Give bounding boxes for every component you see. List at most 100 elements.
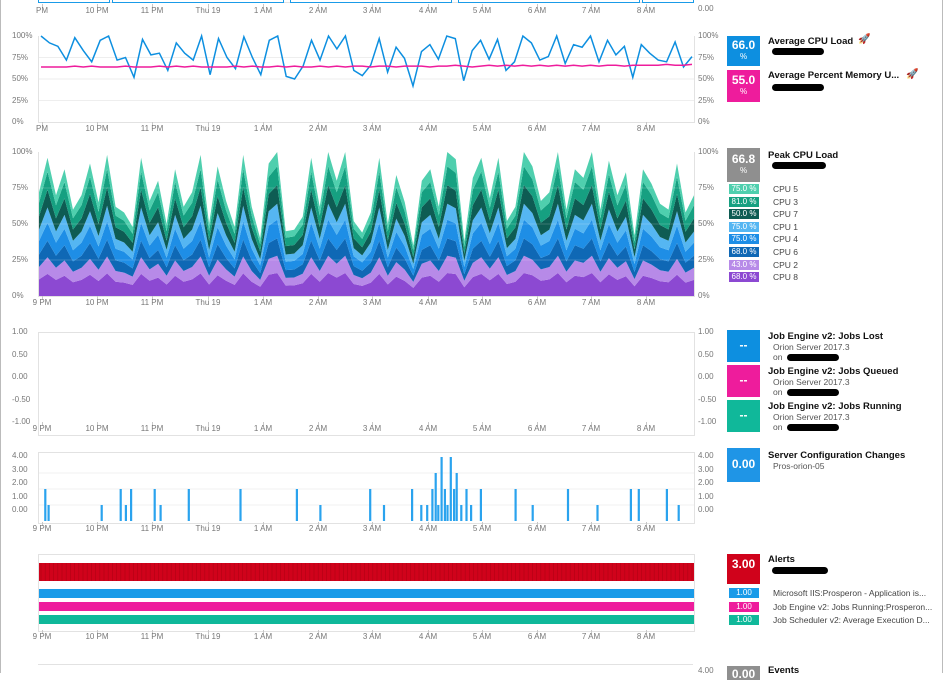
legend-series-name[interactable]: CPU 3 [773,196,799,207]
x-axis-label: Thu 19 [195,524,221,533]
x-axis-label: 8 AM [636,298,656,307]
legend-value-chip[interactable]: 81.0 % [729,196,759,207]
events-plot-edge [38,664,693,665]
y-axis-label: 2.00 [12,478,28,487]
config-change-bar [187,489,190,521]
cpu-memory-plot[interactable] [38,33,695,123]
job-metric-tile[interactable]: -- [727,365,760,397]
x-axis-tick [482,522,483,526]
x-axis-tick [428,522,429,526]
legend-series-name[interactable]: CPU 7 [773,209,799,220]
x-axis-tick [97,522,98,526]
x-axis-tick [646,122,647,126]
x-axis-tick [372,4,373,8]
legend-series-name[interactable]: CPU 8 [773,272,799,283]
x-axis-label: 2 AM [308,632,328,641]
config-change-bar [437,505,440,521]
x-axis-tick [42,630,43,634]
config-changes-title[interactable]: Server Configuration Changes [768,450,906,461]
y-axis-label: 50% [698,74,715,83]
x-axis-label: 2 AM [308,524,328,533]
x-axis-label: 4 AM [418,632,438,641]
cpu-memory-svg [39,33,694,101]
legend-series-name[interactable]: CPU 1 [773,221,799,232]
y-axis-right-label: 4.00 [698,666,714,675]
x-axis-tick [537,422,538,426]
x-axis-label: 4 AM [418,424,438,433]
alert-legend-chip[interactable]: 1.00 [729,601,759,612]
x-axis-tick [208,4,209,8]
area-cpu-7 [39,185,694,264]
job-metric-tile[interactable]: -- [727,330,760,362]
job-metric-value: -- [739,338,748,352]
cpu-load-tile[interactable]: 66.0 % [727,36,760,66]
y-axis-label: 3.00 [698,464,714,474]
alerts-tile[interactable]: 3.00 [727,554,760,584]
config-changes-node[interactable]: Pros-orion-05 [773,461,825,471]
cpu-load-title[interactable]: Average CPU Load [768,36,854,47]
x-axis-label: Thu 19 [195,632,221,641]
x-axis-tick [591,422,592,426]
alert-legend-chip[interactable]: 1.00 [729,615,759,625]
legend-value-chip[interactable]: 68.0 % [729,247,759,257]
alert-legend-name[interactable]: Job Scheduler v2: Average Execution D... [773,615,930,625]
x-axis-tick [152,422,153,426]
x-axis-tick [428,4,429,8]
legend-series-name[interactable]: CPU 2 [773,259,799,270]
cpu-memory-panel: 100% 75% 50% 25% 0% 100% 75% 50% 25% 0% PM 10 PM 1… [0,28,943,133]
events-title[interactable]: Events [768,665,800,676]
legend-series-name[interactable]: CPU 4 [773,234,799,245]
x-axis-label: Thu 19 [195,424,221,433]
legend-value-chip[interactable]: 50.0 % [729,209,759,220]
rocket-icon[interactable]: 🚀 [906,69,919,80]
legend-value-chip[interactable]: 75.0 % [729,234,759,245]
memory-title[interactable]: Average Percent Memory U... [768,70,900,81]
legend-value-chip[interactable]: 75.0 % [729,184,759,194]
job-metric-title[interactable]: Job Engine v2: Jobs Queued [768,366,899,377]
config-changes-plot[interactable] [38,452,695,524]
x-axis-label: Thu 19 [195,6,221,15]
peak-cpu-title[interactable]: Peak CPU Load [768,150,839,161]
alert-legend-chip[interactable]: 1.00 [729,588,759,598]
legend-series-name[interactable]: CPU 5 [773,184,799,194]
peak-cpu-value: 66.8 [731,152,756,166]
events-tile[interactable]: 0.00 [727,666,760,681]
rocket-icon[interactable]: 🚀 [858,34,871,45]
y-axis-label: 0% [698,117,710,126]
alerts-plot[interactable] [38,554,695,632]
x-axis-label: 3 AM [362,6,382,15]
y-axis-label: 100% [12,31,33,40]
legend-value-chip[interactable]: 68.0 % [729,272,759,283]
x-axis-label: 5 AM [472,298,492,307]
x-axis-label: 1 AM [253,298,273,307]
job-metric-title[interactable]: Job Engine v2: Jobs Lost [768,331,884,342]
legend-value-chip[interactable]: 43.0 % [729,259,759,270]
x-axis-label: 4 AM [418,6,438,15]
x-axis-tick [482,4,483,8]
events-panel: 4.00 0.00 Events [0,660,943,681]
y-axis-label: 100% [698,147,719,156]
config-change-bar [369,489,372,521]
alert-legend-name[interactable]: Job Engine v2: Jobs Running:Prosperon... [773,601,933,612]
legend-series-name[interactable]: CPU 6 [773,247,799,257]
alert-legend-name[interactable]: Microsoft IIS:Prosperon - Application is… [773,588,927,598]
x-axis-tick [42,296,43,300]
x-axis-label: 7 AM [581,6,601,15]
job-metric-tile[interactable]: -- [727,400,760,432]
x-axis-label: 1 AM [253,524,273,533]
peak-cpu-tile[interactable]: 66.8 % [727,148,760,182]
peak-cpu-plot[interactable] [38,152,695,297]
redacted-node-name [772,162,826,169]
memory-tile[interactable]: 55.0 % [727,70,760,102]
job-metric-title[interactable]: Job Engine v2: Jobs Running [768,401,902,412]
legend-value-chip[interactable]: 75.0 % [729,221,759,232]
alerts-title[interactable]: Alerts [768,554,795,565]
job-engine-plot[interactable] [38,332,695,436]
x-axis-tick [318,630,319,634]
x-axis-tick [263,122,264,126]
x-axis-tick [646,630,647,634]
x-axis-label: 1 AM [253,632,273,641]
config-changes-tile[interactable]: 0.00 [727,448,760,482]
x-axis-label: 2 AM [308,298,328,307]
cpu-load-unit: % [739,52,748,61]
